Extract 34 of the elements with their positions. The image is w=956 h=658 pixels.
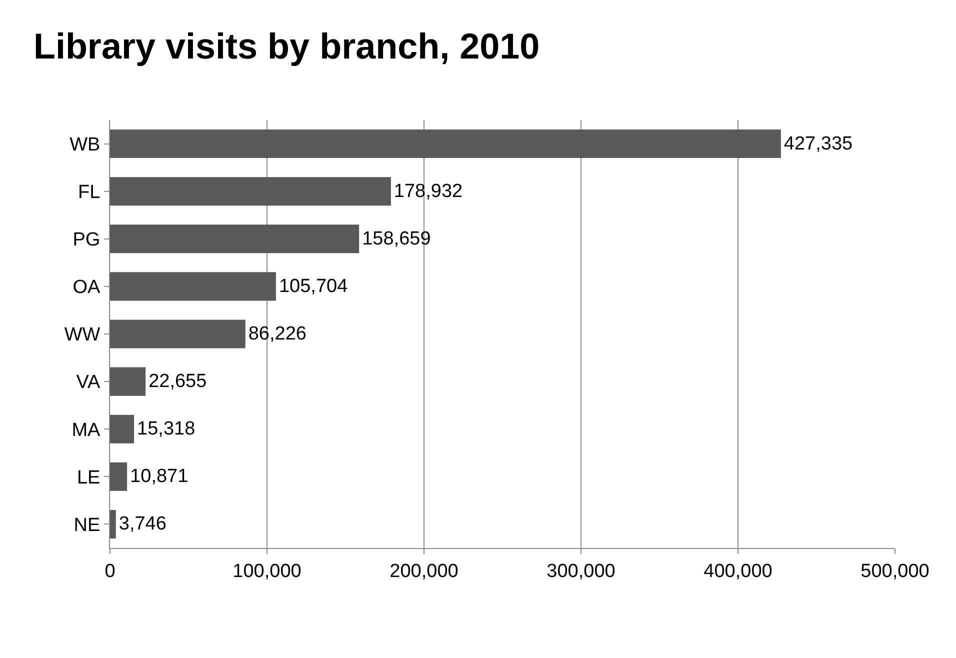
- data-label: 105,704: [278, 276, 348, 297]
- bar: [110, 414, 134, 444]
- bar: [110, 224, 360, 254]
- x-tick-label: 300,000: [546, 560, 616, 582]
- data-label: 22,655: [148, 371, 207, 392]
- y-tick-label: VA: [76, 372, 101, 394]
- y-tick-label: MA: [72, 420, 101, 441]
- x-tick-label: 200,000: [390, 560, 458, 582]
- bar: [110, 177, 391, 206]
- bar: [110, 320, 246, 348]
- data-label: 178,932: [394, 180, 463, 202]
- x-tick-label: 100,000: [232, 560, 302, 582]
- x-tick-label: 500,000: [860, 560, 930, 582]
- data-label: 427,335: [784, 133, 853, 154]
- bar: [110, 510, 116, 538]
- data-label: 10,871: [130, 466, 188, 488]
- data-label: 3,746: [118, 514, 166, 535]
- data-label: 15,318: [137, 418, 196, 440]
- y-tick-label: LE: [76, 467, 100, 488]
- data-label: 158,659: [362, 228, 431, 250]
- bar: [110, 367, 146, 396]
- y-tick-label: WB: [70, 134, 100, 156]
- y-tick-label: NE: [74, 514, 100, 536]
- bar: [110, 272, 276, 301]
- bar: [110, 462, 128, 491]
- bar: [110, 130, 781, 158]
- chart-title: Library visits by branch, 2010: [33, 26, 540, 67]
- y-tick-label: WW: [64, 324, 100, 346]
- y-tick-label: PG: [72, 230, 100, 251]
- y-tick-label: FL: [78, 182, 100, 203]
- y-tick-label: OA: [72, 277, 101, 298]
- data-label: 86,226: [248, 324, 306, 344]
- x-tick-label: 400,000: [704, 560, 772, 582]
- x-tick-label: 0: [104, 560, 116, 582]
